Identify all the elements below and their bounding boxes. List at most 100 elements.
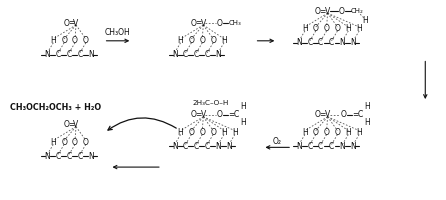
Text: N: N — [45, 50, 50, 59]
Text: C: C — [307, 38, 313, 47]
Text: V: V — [325, 110, 330, 119]
Text: CH₂: CH₂ — [351, 8, 363, 14]
Text: =: = — [68, 19, 74, 28]
Text: N: N — [215, 142, 221, 151]
Text: =: = — [228, 110, 234, 119]
Text: N: N — [172, 142, 178, 151]
Text: H: H — [364, 118, 370, 127]
Text: C: C — [233, 110, 239, 119]
Text: C: C — [183, 50, 188, 59]
Text: H: H — [302, 24, 308, 33]
Text: C: C — [77, 50, 83, 59]
Text: C: C — [56, 50, 61, 59]
Text: V: V — [74, 19, 78, 28]
Text: H: H — [302, 128, 308, 137]
Text: C: C — [318, 38, 323, 47]
Text: H: H — [364, 102, 370, 111]
Text: O: O — [210, 36, 216, 45]
Text: H: H — [240, 118, 246, 127]
Text: =: = — [195, 19, 202, 28]
Text: O: O — [324, 24, 330, 33]
Text: H: H — [178, 36, 183, 45]
Text: N: N — [339, 38, 345, 47]
Text: O: O — [216, 19, 222, 28]
Text: O: O — [199, 128, 205, 137]
Text: O: O — [83, 36, 89, 45]
Text: =: = — [352, 110, 359, 119]
Text: C: C — [318, 142, 323, 151]
Text: O: O — [340, 110, 347, 119]
Text: O: O — [315, 110, 321, 119]
Text: C: C — [77, 152, 83, 161]
Text: O: O — [315, 7, 321, 16]
Text: O: O — [199, 36, 205, 45]
Text: O: O — [63, 19, 69, 28]
Text: O: O — [313, 24, 319, 33]
Text: O: O — [63, 120, 69, 129]
Text: N: N — [215, 50, 221, 59]
Text: O: O — [334, 24, 340, 33]
Text: CH₃OCH₂OCH₃ + H₂O: CH₃OCH₂OCH₃ + H₂O — [10, 103, 101, 112]
Text: H: H — [221, 128, 227, 137]
Text: O: O — [72, 138, 78, 147]
Text: O: O — [339, 7, 344, 16]
Text: C: C — [205, 142, 210, 151]
Text: C: C — [56, 152, 61, 161]
Text: O: O — [190, 19, 196, 28]
Text: O: O — [61, 138, 67, 147]
Text: O: O — [61, 36, 67, 45]
Text: =: = — [319, 110, 326, 119]
Text: H: H — [356, 128, 362, 137]
Text: N: N — [226, 142, 232, 151]
Text: H: H — [232, 128, 238, 137]
Text: CH₃OH: CH₃OH — [104, 28, 130, 37]
Text: =: = — [319, 7, 326, 16]
Text: C: C — [66, 50, 72, 59]
Text: N: N — [339, 142, 345, 151]
Text: O: O — [334, 128, 340, 137]
Text: C: C — [66, 152, 72, 161]
Text: C: C — [205, 50, 210, 59]
Text: V: V — [325, 7, 330, 16]
Text: O: O — [210, 128, 216, 137]
Text: =: = — [68, 120, 74, 129]
Text: H: H — [346, 24, 351, 33]
Text: H: H — [356, 24, 362, 33]
Text: C: C — [358, 110, 363, 119]
Text: C: C — [329, 38, 334, 47]
Text: N: N — [296, 142, 302, 151]
Text: O: O — [83, 138, 89, 147]
Text: O: O — [190, 110, 196, 119]
Text: O₂: O₂ — [273, 137, 282, 146]
Text: H: H — [240, 102, 246, 111]
Text: N: N — [45, 152, 50, 161]
Text: H: H — [50, 138, 56, 147]
Text: C: C — [329, 142, 334, 151]
Text: H: H — [362, 16, 368, 25]
Text: V: V — [74, 120, 78, 129]
Text: V: V — [201, 110, 206, 119]
Text: N: N — [88, 50, 94, 59]
Text: O: O — [189, 128, 194, 137]
Text: C: C — [183, 142, 188, 151]
Text: C: C — [194, 50, 199, 59]
Text: H: H — [221, 36, 227, 45]
Text: H: H — [346, 128, 351, 137]
Text: C: C — [307, 142, 313, 151]
Text: CH₃: CH₃ — [228, 20, 241, 26]
Text: H: H — [178, 128, 183, 137]
Text: O: O — [324, 128, 330, 137]
Text: 2H₃C–O–H: 2H₃C–O–H — [192, 100, 228, 106]
Text: O: O — [189, 36, 194, 45]
Text: N: N — [351, 142, 356, 151]
Text: N: N — [172, 50, 178, 59]
Text: V: V — [201, 19, 206, 28]
Text: =: = — [195, 110, 202, 119]
FancyArrowPatch shape — [108, 118, 176, 130]
Text: O: O — [313, 128, 319, 137]
Text: N: N — [351, 38, 356, 47]
Text: O: O — [72, 36, 78, 45]
Text: O: O — [216, 110, 222, 119]
Text: H: H — [50, 36, 56, 45]
Text: N: N — [88, 152, 94, 161]
